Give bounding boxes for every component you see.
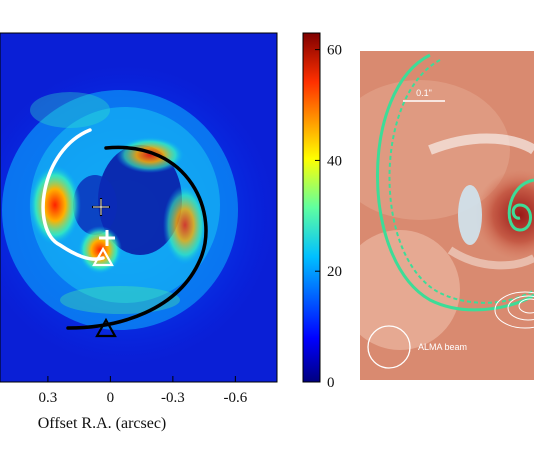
white-spiral-arc <box>41 128 105 261</box>
black-spiral-arc <box>66 145 208 330</box>
model-image-panel: 0.1" ALMA beam <box>360 51 534 380</box>
alma-beam-label: ALMA beam <box>418 342 467 352</box>
white-triangle-marker <box>92 246 114 267</box>
scale-bar-label: 0.1" <box>416 88 432 98</box>
colorbar-tick-label: 20 <box>327 264 342 280</box>
colorbar-tick-label: 40 <box>327 153 342 169</box>
colorbar-ticks: 60 40 20 0 <box>315 43 342 391</box>
x-tick-label: -0.3 <box>161 390 185 406</box>
white-plus-marker <box>99 230 115 246</box>
intensity-map-panel <box>0 33 277 382</box>
left-x-axis: 0.3 0 -0.3 -0.6 <box>39 376 248 406</box>
x-axis-label: Offset R.A. (arcsec) <box>38 415 167 432</box>
model-spiral-inner <box>507 178 534 232</box>
star-cross-marker-inner <box>93 199 109 215</box>
x-tick-label: -0.6 <box>223 390 247 406</box>
x-tick-label: 0.3 <box>39 390 58 406</box>
contours <box>494 291 534 329</box>
colorbar-tick-label: 0 <box>327 375 335 391</box>
colorbar-tick-label: 60 <box>327 43 342 59</box>
colorbar <box>302 32 321 383</box>
x-tick-label: 0 <box>107 390 115 406</box>
black-triangle-marker <box>95 317 117 338</box>
left-panel-frame <box>0 32 278 383</box>
model-spiral-dashed <box>388 59 534 304</box>
alma-beam-circle <box>367 325 411 369</box>
model-spiral-outer <box>376 53 534 312</box>
